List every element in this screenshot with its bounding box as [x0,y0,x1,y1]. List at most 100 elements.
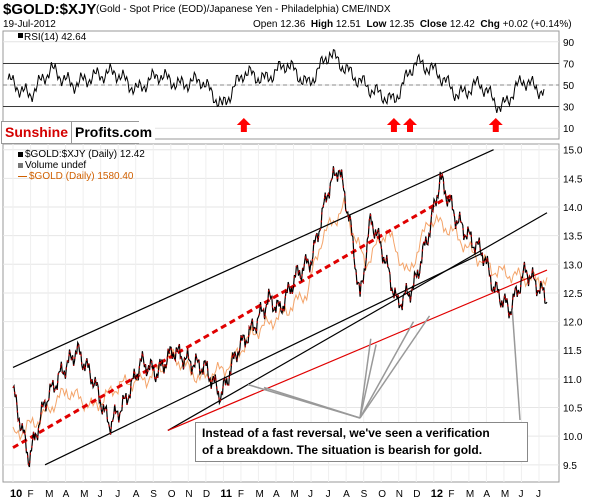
price-tick-label: 10.0 [563,432,583,443]
price-tick-label: 9.5 [563,461,577,472]
pointer-line [359,315,431,419]
price-legend-gold-text: $GOLD (Daily) 1580.40 [29,171,134,182]
gold-price-line [12,197,548,442]
close-label: Close [419,19,448,30]
x-tick-label: J [518,489,523,500]
pointer-line [359,344,377,419]
x-tick-label: S [361,489,368,500]
up-arrow-icon [386,118,401,132]
rsi-legend-text: RSI(14) 42.64 [24,32,87,43]
x-tick-label: M [501,489,509,500]
x-tick-label: A [343,489,350,500]
x-tick-label: N [185,489,192,500]
x-tick-label: A [63,489,70,500]
x-tick-label: 10 [10,488,22,500]
x-tick-label: F [28,489,34,500]
trend-lines [12,149,548,466]
x-tick-label: J [308,489,313,500]
upper-inner-channel-line [167,212,548,431]
price-legend-main: $GOLD:$XJY (Daily) 12.42 [18,149,145,160]
x-tick-label: D [203,489,210,500]
red-dashed-trend-line [12,194,452,449]
x-tick-label: D [413,489,420,500]
x-tick-label: M [45,489,53,500]
annotation-box: Instead of a fast reversal, we've seen a… [195,422,528,462]
x-tick-label: A [133,489,140,500]
rsi-legend: RSI(14) 42.64 [24,32,87,43]
high-label: High [310,19,334,30]
x-ticks: 10 F M A M J J A S O N D 11 F M A M J J A S O N D 12 F M A M J J [10,488,541,500]
high-value: 12.51 [335,19,361,30]
x-tick-label: S [150,489,157,500]
x-tick-label: M [80,489,88,500]
pointer-lines [247,310,521,421]
rsi-line [7,49,545,114]
upper-channel-line [12,149,494,368]
price-tick-label: 14.0 [563,203,583,214]
chg-label: Chg [480,19,500,30]
price-tick-label: 15.0 [563,146,583,157]
price-tick-label: 11.0 [563,375,582,386]
x-tick-label: F [238,489,244,500]
rsi-arrows [236,118,503,132]
x-tick-label: 11 [220,488,232,500]
low-label: Low [366,19,387,30]
price-tick-label: 13.5 [563,232,583,243]
rsi-tick-label: 10 [563,124,575,135]
gold-yen-price-red-overlay [12,166,548,468]
up-arrow-icon [488,118,503,132]
pointer-line [359,338,372,419]
up-arrow-icon [403,118,417,132]
sunshine-profits-logo: Sunshine Profits.com [1,121,156,144]
price-tick-label: 14.5 [563,174,583,185]
x-tick-label: J [98,489,103,500]
x-tick-label: N [396,489,403,500]
x-tick-label: O [168,489,176,500]
ohlc-readout: Open 12.36 High 12.51 Low 12.35 Close 12… [253,19,572,30]
chg-value: +0.02 (+0.14%) [502,19,572,30]
price-legend-main-text: $GOLD:$XJY (Daily) 12.42 [25,149,145,160]
open-label: Open [253,19,278,30]
x-tick-label: O [378,489,386,500]
lower-channel-line [44,252,484,466]
chart-date: 19-Jul-2012 [3,19,56,30]
chart-description: (Gold - Spot Price (EOD)/Japanese Yen - … [96,4,391,15]
price-tick-label: 12.5 [563,289,583,300]
pointer-line [359,321,415,419]
x-tick-label: J [536,489,541,500]
x-tick-label: F [448,489,454,500]
price-tick-label: 13.0 [563,260,583,271]
price-legend-gold: $GOLD (Daily) 1580.40 [18,171,134,182]
low-value: 12.35 [389,19,415,30]
up-arrow-icon [236,118,251,132]
rsi-tick-label: 50 [563,81,575,92]
pointer-line [511,310,521,421]
price-tick-label: 12.0 [563,318,583,329]
price-tick-label: 11.5 [563,346,582,357]
rsi-tick-label: 90 [563,38,575,49]
price-ticks: 9.5 10.0 10.5 11.0 11.5 12.0 12.5 13.0 13.5 14.0 1… [563,146,583,472]
x-tick-label: M [466,489,474,500]
x-tick-label: J [326,489,331,500]
rsi-tick-label: 30 [563,103,575,114]
logo-part2: Profits.com [71,122,156,143]
annotation-line2: of a breakdown. The situation is bearish… [202,443,483,457]
annotation-line1: Instead of a fast reversal, we've seen a… [202,426,490,440]
x-tick-label: M [255,489,263,500]
x-tick-label: 12 [431,488,443,500]
rsi-tick-label: 70 [563,59,575,70]
price-tick-label: 10.5 [563,404,583,415]
pointer-line [263,386,361,419]
logo-part1: Sunshine [2,122,72,143]
close-value: 12.42 [449,19,475,30]
red-support-line [167,269,548,431]
price-legend-volume-text: Volume undef [25,160,87,171]
chart-symbol: $GOLD:$XJY [3,1,97,18]
x-tick-label: A [483,489,490,500]
x-tick-label: J [115,489,120,500]
x-tick-label: M [291,489,299,500]
x-tick-label: A [273,489,280,500]
price-legend-volume: Volume undef [18,160,86,171]
rsi-ticks: 10 30 50 70 90 [563,38,575,135]
open-value: 12.36 [280,19,306,30]
